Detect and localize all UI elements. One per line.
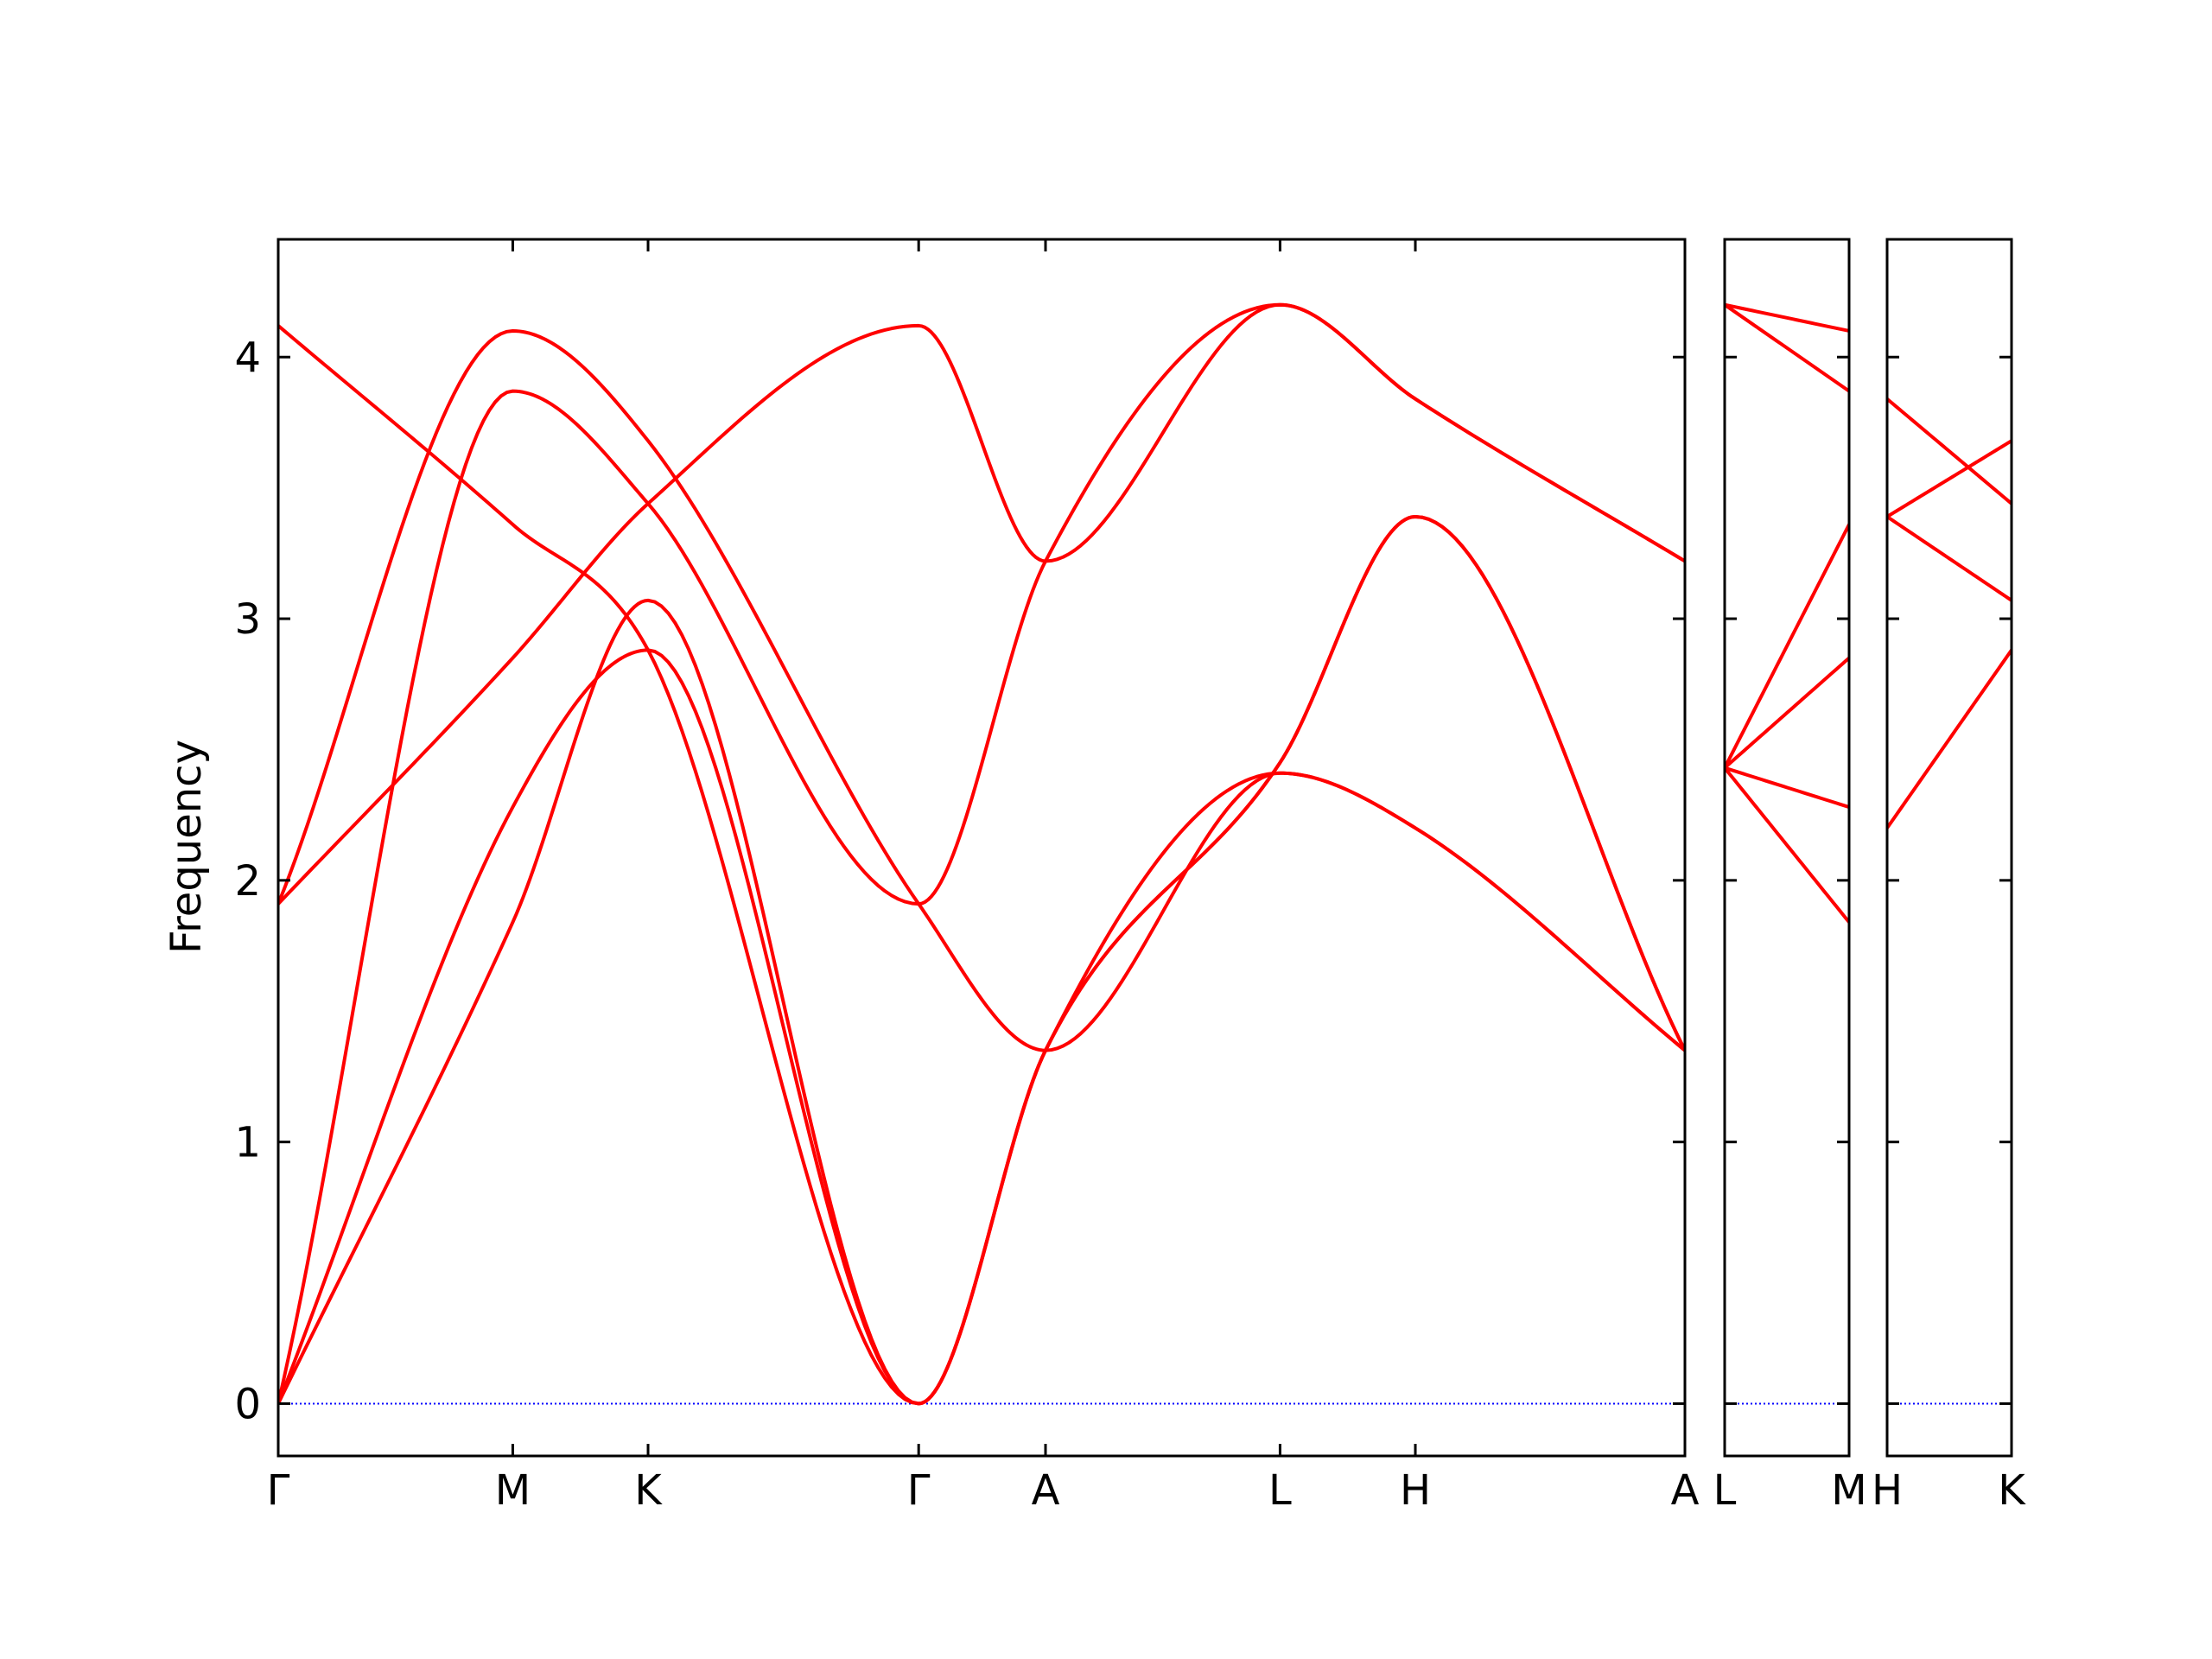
panel-frame <box>1885 238 2013 1458</box>
x-tick-label: Γ <box>267 1466 290 1515</box>
x-tick-label: K <box>634 1466 663 1515</box>
x-tick-label: M <box>1831 1466 1866 1515</box>
panel-frame <box>276 238 1687 1458</box>
bands <box>1887 397 2012 830</box>
band-line-1 <box>1887 397 2012 505</box>
x-tick-label: H <box>1872 1466 1903 1515</box>
bands <box>278 302 1685 1406</box>
y-axis-label: Frequency <box>162 740 211 954</box>
band-line-5 <box>278 328 1685 1052</box>
band-line-6 <box>278 323 1685 1406</box>
band-line-5 <box>1725 766 1849 810</box>
x-tick-label: L <box>1713 1466 1737 1515</box>
band-line-4 <box>1887 648 2012 830</box>
x-tick-label: A <box>1671 1466 1700 1515</box>
x-tick-label: K <box>1998 1466 2026 1515</box>
y-tick-label: 2 <box>234 857 261 906</box>
band-line-4 <box>1725 656 1849 770</box>
panel-main: 0 1 2 3 4 Γ M K Γ A L H A <box>234 238 1700 1515</box>
panel-frame <box>1723 238 1851 1458</box>
x-tick-label: A <box>1032 1466 1060 1515</box>
y-tick-label: 1 <box>234 1119 261 1167</box>
x-tick-label: Γ <box>907 1466 931 1515</box>
y-tick-label: 4 <box>234 334 261 382</box>
band-line-2 <box>1887 439 2012 518</box>
band-line-1 <box>1725 302 1849 333</box>
x-tick-label: M <box>495 1466 531 1515</box>
band-line-3 <box>1725 523 1849 770</box>
band-line-2 <box>1725 302 1849 393</box>
x-tick-label: H <box>1400 1466 1431 1515</box>
y-tick-label: 0 <box>234 1380 261 1428</box>
bands <box>1725 302 1849 925</box>
band-line-4 <box>278 302 1685 906</box>
y-tick-label: 3 <box>234 595 261 644</box>
band-line-2 <box>278 514 1685 1406</box>
band-line-3 <box>1887 514 2012 602</box>
x-tick-label: L <box>1268 1466 1292 1515</box>
band-line-6 <box>1725 766 1849 925</box>
